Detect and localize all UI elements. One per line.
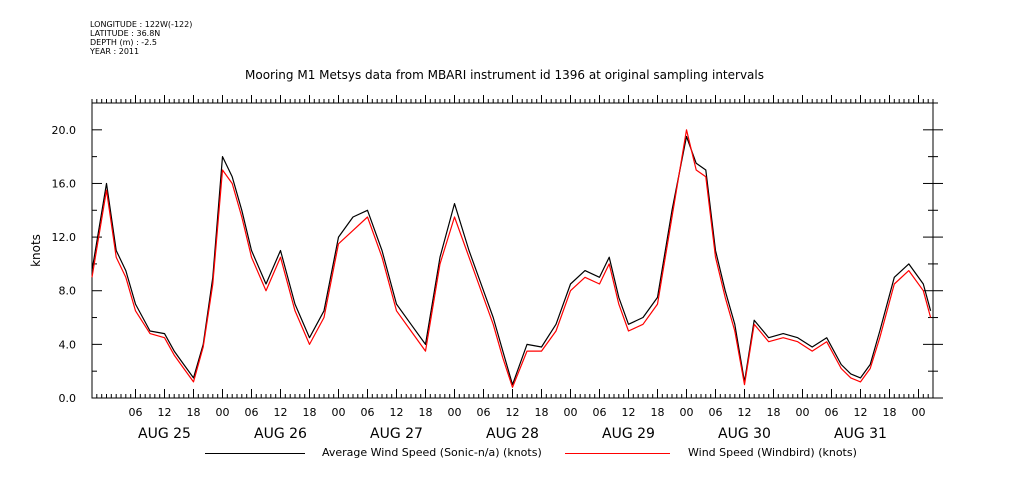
meta-depth: DEPTH (m) : -2.5 bbox=[90, 38, 157, 47]
x-tick-label: 00 bbox=[564, 406, 578, 419]
metadata-block: LONGITUDE : 122W(-122) LATITUDE : 36.8N … bbox=[90, 20, 192, 56]
meta-latitude: LATITUDE : 36.8N bbox=[90, 29, 161, 38]
x-day-label: AUG 26 bbox=[254, 426, 307, 442]
x-tick-label: 12 bbox=[390, 406, 404, 419]
chart-title: Mooring M1 Metsys data from MBARI instru… bbox=[245, 68, 764, 82]
x-tick-label: 12 bbox=[158, 406, 172, 419]
y-axis-label: knots bbox=[29, 234, 43, 267]
y-tick-label: 20.0 bbox=[52, 124, 77, 137]
x-tick-label: 06 bbox=[477, 406, 491, 419]
x-tick-label: 12 bbox=[274, 406, 288, 419]
x-tick-label: 06 bbox=[825, 406, 839, 419]
meta-year: YEAR : 2011 bbox=[90, 47, 140, 56]
x-tick-label: 18 bbox=[535, 406, 549, 419]
x-tick-label: 06 bbox=[593, 406, 607, 419]
x-tick-label: 06 bbox=[245, 406, 259, 419]
legend-label-windbird: Wind Speed (Windbird) (knots) bbox=[688, 446, 857, 459]
x-tick-label: 00 bbox=[332, 406, 346, 419]
series-line-sonic bbox=[91, 135, 932, 386]
x-day-label: AUG 30 bbox=[718, 426, 771, 442]
x-tick-label: 00 bbox=[216, 406, 230, 419]
legend-label-sonic: Average Wind Speed (Sonic-n/a) (knots) bbox=[322, 446, 542, 459]
x-tick-label: 00 bbox=[448, 406, 462, 419]
y-tick-label: 0.0 bbox=[59, 392, 77, 405]
x-day-label: AUG 31 bbox=[834, 426, 887, 442]
y-tick-label: 12.0 bbox=[52, 231, 77, 244]
y-tick-label: 8.0 bbox=[59, 285, 77, 298]
x-tick-label: 06 bbox=[709, 406, 723, 419]
wind-speed-chart: 06 12 18 00 06 12 18 00 06 12 18 00 06 12 18 00 06 12 18 00… bbox=[29, 95, 943, 442]
x-tick-label: 18 bbox=[651, 406, 665, 419]
x-tick-label: 12 bbox=[854, 406, 868, 419]
x-tick-label: 12 bbox=[622, 406, 636, 419]
x-tick-label: 12 bbox=[738, 406, 752, 419]
x-tick-label: 18 bbox=[767, 406, 781, 419]
x-tick-label: 18 bbox=[303, 406, 317, 419]
plot-frame bbox=[91, 102, 934, 399]
x-day-label: AUG 25 bbox=[138, 426, 191, 442]
x-day-label: AUG 28 bbox=[486, 426, 539, 442]
series-line-windbird bbox=[91, 129, 932, 388]
y-tick-label: 4.0 bbox=[59, 338, 77, 351]
x-tick-label: 06 bbox=[129, 406, 143, 419]
x-tick-label: 00 bbox=[796, 406, 810, 419]
meta-longitude: LONGITUDE : 122W(-122) bbox=[90, 20, 193, 29]
x-day-label: AUG 29 bbox=[602, 426, 655, 442]
legend-swatch-sonic bbox=[205, 453, 305, 454]
legend-swatch-windbird bbox=[565, 453, 670, 454]
x-tick-label: 18 bbox=[883, 406, 897, 419]
x-tick-label: 12 bbox=[506, 406, 520, 419]
x-tick-label: 06 bbox=[361, 406, 375, 419]
x-tick-label: 00 bbox=[912, 406, 926, 419]
x-day-label: AUG 27 bbox=[370, 426, 423, 442]
y-tick-label: 16.0 bbox=[52, 177, 77, 190]
x-tick-label: 18 bbox=[187, 406, 201, 419]
legend: Average Wind Speed (Sonic-n/a) (knots) W… bbox=[0, 446, 1009, 464]
x-tick-label: 18 bbox=[419, 406, 433, 419]
x-tick-label: 00 bbox=[680, 406, 694, 419]
